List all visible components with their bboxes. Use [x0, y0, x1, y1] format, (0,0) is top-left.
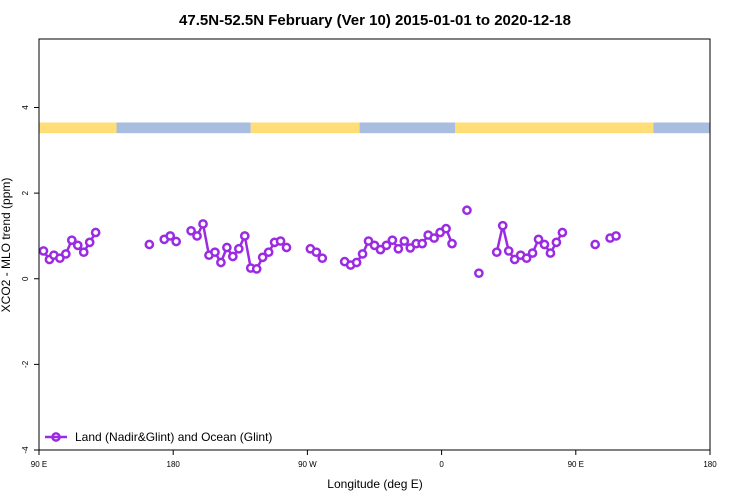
chart-title: 47.5N-52.5N February (Ver 10) 2015-01-01… [179, 12, 571, 29]
data-point [491, 247, 502, 258]
data-point [539, 239, 550, 250]
data-point [210, 247, 220, 258]
data-point [171, 236, 182, 247]
y-tick-label: -2 [21, 360, 30, 368]
band-ocean [116, 122, 251, 134]
data-point [441, 223, 451, 234]
data-point [90, 227, 101, 238]
band-land [39, 122, 117, 134]
data-point [557, 227, 568, 238]
data-point [78, 247, 89, 258]
x-tick-label: 180 [703, 460, 717, 469]
y-tick-label: -4 [21, 446, 30, 454]
data-point [393, 243, 404, 254]
data-point [551, 237, 562, 248]
data-point [545, 248, 556, 258]
data-point [72, 240, 83, 251]
y-tick-label: 2 [21, 190, 30, 195]
legend-label: Land (Nadir&Glint) and Ocean (Glint) [75, 430, 272, 444]
data-point [311, 247, 322, 258]
legend: Land (Nadir&Glint) and Ocean (Glint) [45, 430, 272, 444]
data-point [447, 238, 457, 249]
data-point [165, 231, 176, 241]
data-point [60, 249, 71, 259]
x-tick-label: 90 W [298, 460, 317, 469]
data-point [84, 237, 95, 248]
data-point [417, 238, 428, 249]
data-point [317, 253, 328, 264]
data-point [527, 248, 538, 258]
x-tick-label: 90 E [31, 460, 47, 469]
data-point [351, 257, 362, 268]
data-point [216, 257, 226, 268]
data-point [38, 246, 49, 256]
band-ocean [653, 122, 710, 134]
data-point [462, 205, 472, 216]
data-point [233, 243, 244, 254]
data-point [263, 247, 274, 258]
data-point [144, 239, 155, 250]
data-point [387, 235, 398, 246]
data-point [521, 253, 532, 264]
data-point [533, 234, 544, 245]
data-point [257, 252, 268, 263]
data-point [357, 249, 368, 259]
band-ocean [359, 122, 456, 134]
band-land [250, 122, 360, 134]
x-tick-label: 0 [439, 460, 444, 469]
data-point [251, 264, 262, 274]
data-point [222, 242, 232, 253]
legend-marker [51, 432, 61, 442]
y-axis-label: XCO2 - MLO trend (ppm) [0, 178, 13, 313]
x-axis-label: Longitude (deg E) [327, 477, 422, 491]
plot-border [38, 38, 711, 451]
plot-area [38, 122, 710, 279]
x-tick-label: 90 E [568, 460, 584, 469]
data-point [381, 240, 392, 251]
y-tick-label: 4 [21, 105, 30, 110]
data-point [192, 231, 202, 241]
data-point [503, 246, 514, 256]
x-tick-label: 180 [167, 460, 181, 469]
data-point [66, 235, 77, 246]
data-point [611, 231, 621, 241]
y-tick-label: 0 [21, 276, 30, 281]
data-point [198, 219, 208, 229]
data-point [429, 233, 439, 243]
data-point [186, 225, 196, 236]
data-point [497, 220, 508, 231]
data-point [227, 251, 238, 262]
band-land [455, 122, 654, 134]
data-point [399, 236, 410, 246]
x-axis: 90 E 180 90 W 0 90 E 180 [31, 450, 717, 469]
data-point [590, 239, 601, 250]
y-axis: -4 -2 0 2 4 [21, 105, 39, 454]
data-point [474, 268, 484, 279]
data-point [275, 236, 286, 246]
data-point [281, 242, 292, 253]
data-point [239, 231, 250, 241]
